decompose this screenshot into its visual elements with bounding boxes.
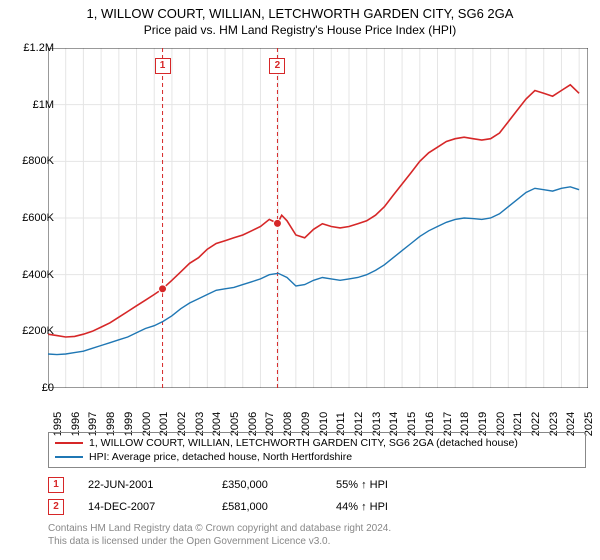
legend-swatch-property [55,442,83,444]
sale-marker-2: 2 [48,499,64,515]
plot-area [48,48,588,388]
line-chart-svg [48,48,588,388]
legend-label-property: 1, WILLOW COURT, WILLIAN, LETCHWORTH GAR… [89,437,518,449]
y-tick-label: £0 [10,382,54,394]
legend-row-hpi: HPI: Average price, detached house, Nort… [55,450,579,464]
y-tick-label: £1.2M [10,42,54,54]
legend-row-property: 1, WILLOW COURT, WILLIAN, LETCHWORTH GAR… [55,436,579,450]
footer-line-2: This data is licensed under the Open Gov… [48,535,391,548]
sale-price: £350,000 [222,479,312,491]
y-tick-label: £200K [10,325,54,337]
sale-price: £581,000 [222,501,312,513]
legend-label-hpi: HPI: Average price, detached house, Nort… [89,451,352,463]
y-tick-label: £800K [10,155,54,167]
sale-hpi: 44% ↑ HPI [336,501,426,513]
chart-title: 1, WILLOW COURT, WILLIAN, LETCHWORTH GAR… [0,0,600,23]
sale-marker-1: 1 [48,477,64,493]
sale-table: 1 22-JUN-2001 £350,000 55% ↑ HPI 2 14-DE… [48,474,586,518]
y-tick-label: £1M [10,99,54,111]
legend: 1, WILLOW COURT, WILLIAN, LETCHWORTH GAR… [48,432,586,468]
chart-container: 1, WILLOW COURT, WILLIAN, LETCHWORTH GAR… [0,0,600,560]
y-tick-label: £600K [10,212,54,224]
y-tick-label: £400K [10,269,54,281]
sale-hpi: 55% ↑ HPI [336,479,426,491]
sale-row: 1 22-JUN-2001 £350,000 55% ↑ HPI [48,474,586,496]
legend-swatch-hpi [55,456,83,458]
sale-marker-box: 2 [269,58,285,74]
sale-date: 22-JUN-2001 [88,479,198,491]
footer-attribution: Contains HM Land Registry data © Crown c… [48,522,391,548]
sale-date: 14-DEC-2007 [88,501,198,513]
chart-subtitle: Price paid vs. HM Land Registry's House … [0,23,600,41]
footer-line-1: Contains HM Land Registry data © Crown c… [48,522,391,535]
sale-row: 2 14-DEC-2007 £581,000 44% ↑ HPI [48,496,586,518]
sale-marker-box: 1 [155,58,171,74]
